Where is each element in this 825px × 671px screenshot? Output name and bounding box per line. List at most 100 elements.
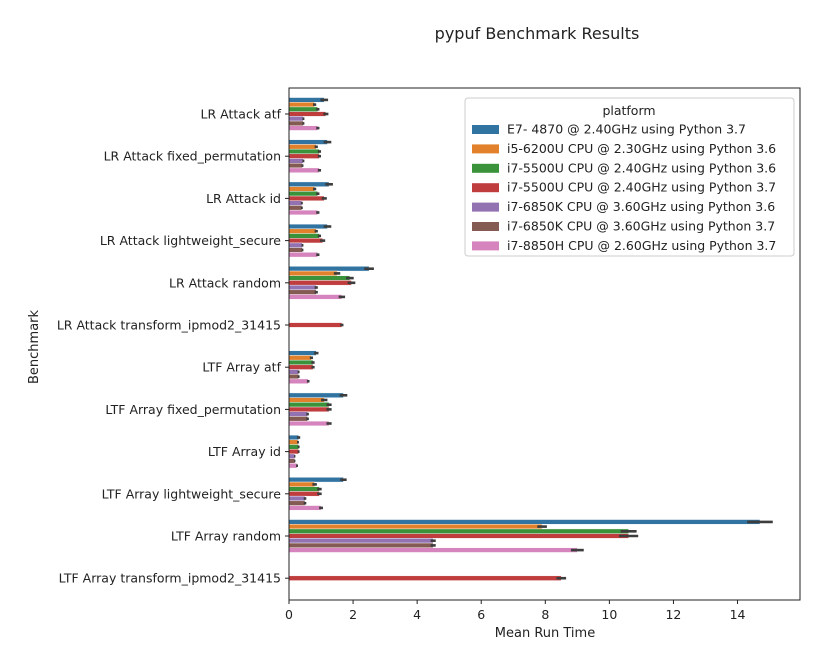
- bar: [288, 186, 315, 192]
- bar: [288, 270, 338, 276]
- plot-area: LR Attack atf LR Attack fixed_permutation…: [57, 87, 801, 622]
- bar: [288, 228, 317, 234]
- bar: [288, 266, 370, 272]
- bar: [288, 289, 317, 295]
- y-tick-label: LTF Array lightweight_secure: [102, 486, 282, 501]
- y-axis-label: Benchmark: [27, 310, 42, 385]
- x-axis-label: Mean Run Time: [495, 626, 595, 641]
- bar: [288, 238, 323, 244]
- bar: [288, 491, 320, 497]
- legend-label: i7-6850K CPU @ 3.60GHz using Python 3.6: [507, 199, 775, 214]
- bar: [288, 102, 315, 108]
- bar: [288, 486, 320, 492]
- bar: [288, 359, 314, 366]
- y-tick-label: LTF Array id: [208, 444, 281, 459]
- legend-swatch: [472, 202, 499, 212]
- bar: [288, 284, 317, 291]
- x-tick-label: 6: [477, 607, 485, 622]
- bar: [288, 139, 328, 145]
- x-tick-label: 10: [601, 607, 617, 622]
- legend-box: [464, 97, 795, 257]
- y-tick-label: LTF Array atf: [202, 360, 281, 375]
- bar: [288, 575, 562, 581]
- bar: [288, 364, 314, 370]
- bar: [288, 528, 629, 534]
- legend-label: i7-6850K CPU @ 3.60GHz using Python 3.7: [507, 219, 775, 234]
- bar: [288, 191, 319, 197]
- bar: [288, 542, 434, 548]
- bar: [288, 524, 543, 530]
- y-tick-label: LTF Array transform_ipmod2_31415: [59, 571, 281, 586]
- y-tick-label: LR Attack fixed_permutation: [104, 149, 281, 164]
- bar: [288, 144, 317, 150]
- bar: [288, 378, 309, 384]
- bar: [288, 223, 328, 230]
- bar: [288, 453, 295, 459]
- bar: [288, 406, 330, 412]
- bar: [288, 148, 320, 155]
- bar: [288, 200, 303, 206]
- bar: [288, 275, 351, 281]
- legend: platform E7- 4870 @ 2.40GHz using Python…: [464, 97, 795, 257]
- legend-swatch: [472, 183, 499, 193]
- bar: [288, 397, 325, 403]
- bar: [288, 481, 315, 487]
- bar: [288, 242, 303, 248]
- bar: [288, 505, 322, 511]
- bar: [288, 111, 327, 117]
- bar: [288, 392, 344, 398]
- bar: [288, 495, 306, 502]
- legend-label: i7-5500U CPU @ 2.40GHz using Python 3.6: [507, 160, 776, 175]
- bar: [288, 97, 325, 103]
- legend-label: i7-5500U CPU @ 2.40GHz using Python 3.7: [507, 180, 776, 195]
- y-tick-label: LTF Array fixed_permutation: [105, 402, 281, 417]
- bar: [288, 547, 578, 553]
- bar: [288, 181, 330, 187]
- bar: [288, 167, 320, 173]
- x-tick-label: 12: [665, 607, 681, 622]
- bar: [288, 369, 299, 375]
- bar: [288, 533, 629, 539]
- bar: [288, 355, 312, 361]
- x-tick-label: 2: [349, 607, 357, 622]
- bar: [288, 106, 319, 112]
- bar: [288, 252, 319, 258]
- legend-title: platform: [602, 103, 655, 118]
- legend-label: i7-8850H CPU @ 2.60GHz using Python 3.7: [507, 238, 776, 253]
- bar: [288, 458, 295, 464]
- legend-label: i5-6200U CPU @ 2.30GHz using Python 3.6: [507, 141, 776, 156]
- bar: [288, 280, 352, 286]
- chart-title: pypuf Benchmark Results: [435, 24, 640, 43]
- bar: [288, 538, 434, 544]
- y-tick-label: LR Attack transform_ipmod2_31415: [57, 318, 281, 333]
- legend-swatch: [472, 222, 499, 231]
- bar: [288, 153, 320, 159]
- bar: [288, 500, 306, 506]
- axes-frame: [288, 87, 801, 601]
- bar: [288, 411, 308, 417]
- bar: [288, 350, 317, 356]
- bar: [288, 233, 320, 239]
- bar: [288, 374, 299, 380]
- bar: [288, 163, 303, 169]
- y-tick-label: LR Attack lightweight_secure: [100, 233, 281, 248]
- legend-swatch: [472, 125, 499, 134]
- bar: [288, 247, 303, 253]
- bar: [288, 519, 761, 525]
- bar: [288, 205, 303, 211]
- bar: [288, 209, 319, 216]
- bar: [288, 125, 319, 131]
- bar: [288, 416, 308, 422]
- bar: [288, 477, 344, 483]
- bar: [288, 439, 299, 445]
- bar: [288, 463, 298, 469]
- bar: [288, 444, 299, 450]
- bar: [288, 120, 304, 126]
- bar: [288, 322, 343, 328]
- x-tick-label: 0: [285, 607, 293, 622]
- legend-swatch: [472, 144, 499, 154]
- y-tick-label: LR Attack atf: [201, 107, 282, 122]
- bar: [288, 449, 299, 455]
- y-tick-label: LTF Array random: [171, 529, 281, 544]
